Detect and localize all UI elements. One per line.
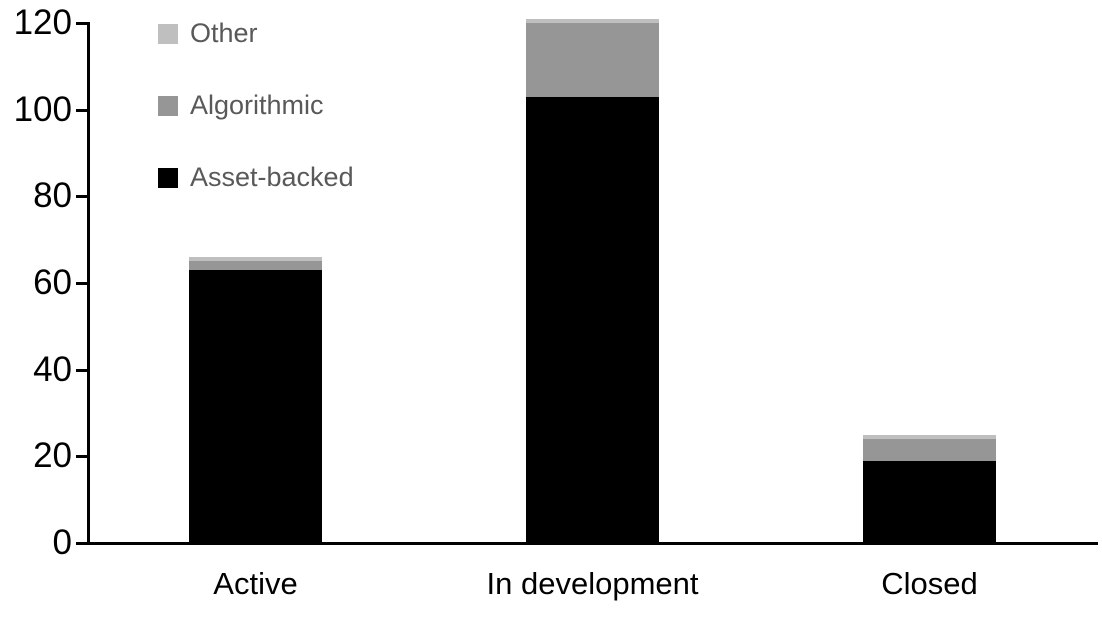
y-tick-mark-60: [76, 282, 87, 285]
x-category-label-in-development: In development: [486, 566, 699, 601]
bar-segment-other-closed: [863, 434, 996, 439]
y-tick-mark-120: [76, 22, 87, 25]
bar-segment-algorithmic-active: [189, 261, 322, 270]
legend-swatch-asset-backed-icon: [158, 167, 178, 188]
legend-label-other: Other: [190, 18, 258, 48]
y-tick-label-20: 20: [33, 436, 72, 476]
y-tick-label-40: 40: [33, 349, 72, 389]
legend-item-asset-backed: Asset-backed: [158, 164, 354, 191]
bar-segment-asset-backed-in-development: [526, 96, 659, 543]
y-tick-label-100: 100: [13, 89, 72, 129]
y-axis-line: [87, 22, 90, 545]
y-tick-label-0: 0: [52, 523, 72, 562]
x-category-label-active: Active: [213, 566, 298, 601]
bar-segment-algorithmic-closed: [863, 439, 996, 461]
legend-item-other: Other: [158, 20, 258, 47]
y-tick-mark-40: [76, 368, 87, 372]
y-tick-label-60: 60: [33, 263, 72, 302]
bar-segment-asset-backed-active: [189, 270, 322, 543]
bar-segment-other-active: [189, 257, 322, 262]
x-category-label-closed: Closed: [881, 566, 978, 601]
x-axis-line: [76, 542, 1098, 545]
legend-swatch-algorithmic-icon: [158, 95, 178, 116]
legend-swatch-other-icon: [158, 23, 178, 44]
y-tick-mark-100: [76, 108, 87, 112]
legend-item-algorithmic: Algorithmic: [158, 92, 324, 119]
y-tick-mark-20: [76, 455, 87, 459]
bar-segment-algorithmic-in-development: [526, 23, 659, 97]
bar-segment-other-in-development: [526, 18, 659, 23]
y-tick-mark-80: [76, 195, 87, 199]
y-tick-label-120: 120: [13, 3, 72, 42]
bar-segment-asset-backed-closed: [863, 460, 996, 543]
legend-label-asset-backed: Asset-backed: [190, 162, 354, 192]
legend-label-algorithmic: Algorithmic: [190, 90, 324, 120]
y-tick-label-80: 80: [33, 176, 72, 216]
